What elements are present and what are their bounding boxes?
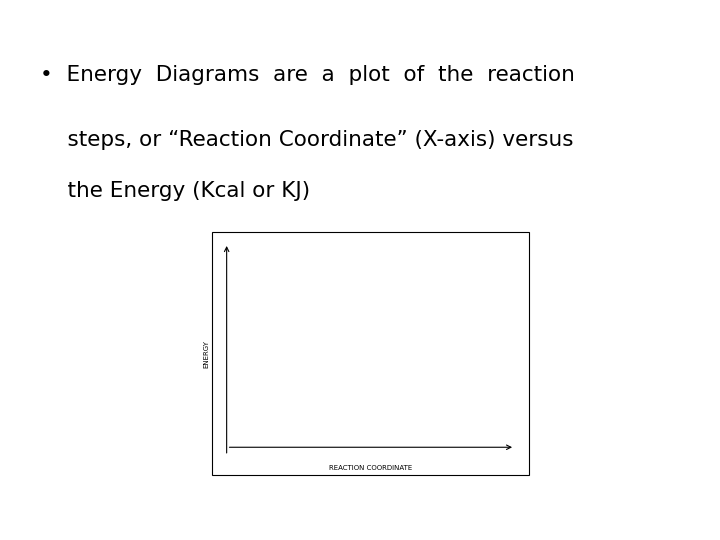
- Text: the Energy (Kcal or KJ): the Energy (Kcal or KJ): [40, 181, 310, 201]
- Bar: [212, 232, 529, 475]
- Text: REACTION COORDINATE: REACTION COORDINATE: [329, 465, 413, 471]
- Text: •  Energy  Diagrams  are  a  plot  of  the  reaction: • Energy Diagrams are a plot of the reac…: [40, 65, 575, 85]
- Text: steps, or “Reaction Coordinate” (X-axis) versus: steps, or “Reaction Coordinate” (X-axis)…: [40, 130, 573, 150]
- Text: ENERGY: ENERGY: [204, 340, 210, 368]
